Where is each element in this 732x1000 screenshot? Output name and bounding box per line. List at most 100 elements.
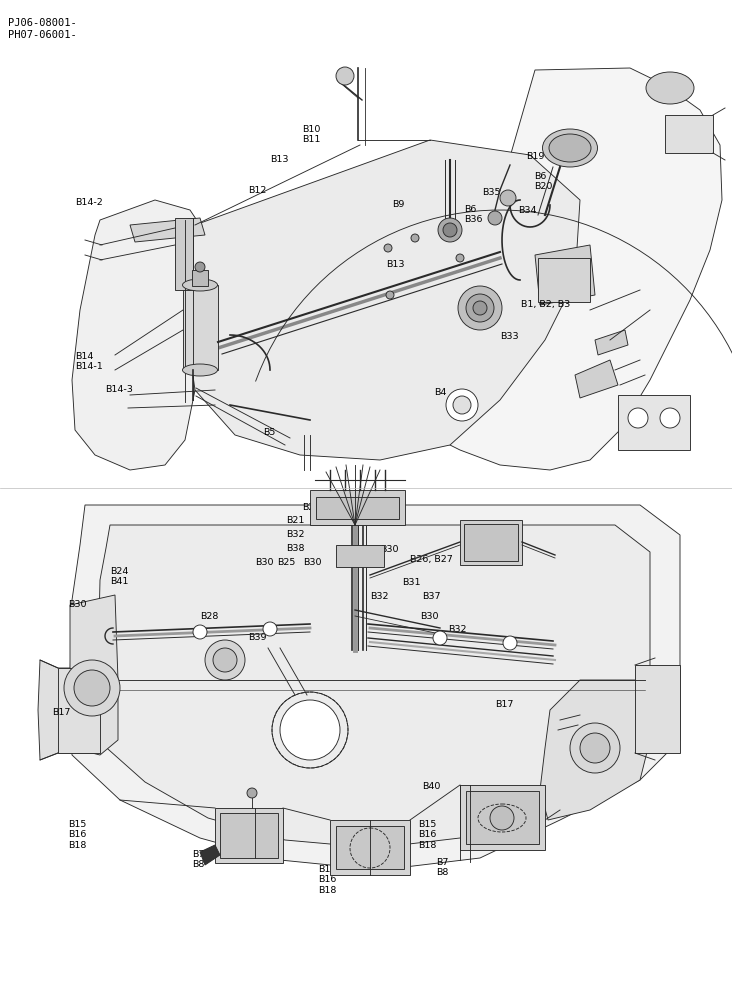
Polygon shape — [540, 680, 650, 820]
Bar — [215, 808, 283, 863]
Circle shape — [453, 396, 471, 414]
Text: B29: B29 — [336, 503, 354, 512]
Circle shape — [205, 640, 245, 680]
Text: B14-3: B14-3 — [105, 385, 133, 394]
Circle shape — [384, 244, 392, 252]
Circle shape — [500, 190, 516, 206]
Text: B30: B30 — [68, 600, 86, 609]
Bar — [665, 115, 713, 153]
Text: B25: B25 — [277, 558, 296, 567]
Polygon shape — [98, 525, 650, 848]
Circle shape — [488, 211, 502, 225]
Polygon shape — [200, 845, 220, 865]
Text: B35: B35 — [482, 188, 501, 197]
Circle shape — [433, 631, 447, 645]
Polygon shape — [430, 68, 722, 470]
Text: B7
B8: B7 B8 — [192, 850, 204, 869]
Text: B39: B39 — [248, 633, 266, 642]
Circle shape — [503, 636, 517, 650]
Polygon shape — [185, 140, 580, 460]
Polygon shape — [575, 360, 618, 398]
Bar — [220, 813, 278, 858]
Text: B37: B37 — [422, 592, 441, 601]
Circle shape — [458, 286, 502, 330]
Bar — [330, 820, 410, 875]
Text: B12: B12 — [248, 186, 266, 195]
Text: B23: B23 — [302, 503, 321, 512]
Text: B30: B30 — [420, 612, 438, 621]
Bar — [538, 258, 590, 302]
Text: B15
B16
B18: B15 B16 B18 — [68, 820, 86, 850]
Text: B24
B41: B24 B41 — [110, 567, 128, 586]
Circle shape — [580, 733, 610, 763]
Bar — [618, 395, 690, 450]
Text: B30: B30 — [303, 558, 321, 567]
Circle shape — [466, 294, 494, 322]
Circle shape — [660, 408, 680, 428]
Polygon shape — [72, 200, 215, 470]
Text: B7
B8: B7 B8 — [436, 858, 449, 877]
Circle shape — [263, 622, 277, 636]
Text: B21: B21 — [286, 516, 305, 525]
Polygon shape — [175, 218, 193, 290]
Circle shape — [438, 218, 462, 242]
Bar — [192, 270, 208, 286]
Circle shape — [490, 806, 514, 830]
Ellipse shape — [542, 129, 597, 167]
Circle shape — [336, 67, 354, 85]
Text: B14
B14-1: B14 B14-1 — [75, 352, 102, 371]
Circle shape — [443, 223, 457, 237]
Text: B15
B16
B18: B15 B16 B18 — [318, 865, 337, 895]
Text: B38: B38 — [286, 544, 305, 553]
Polygon shape — [70, 505, 680, 870]
Ellipse shape — [646, 72, 694, 104]
Bar — [460, 520, 522, 565]
Text: B30: B30 — [255, 558, 274, 567]
Polygon shape — [535, 245, 595, 305]
Circle shape — [64, 660, 120, 716]
Circle shape — [570, 723, 620, 773]
Text: B17: B17 — [52, 708, 70, 717]
Text: B32: B32 — [340, 558, 359, 567]
Text: B22: B22 — [319, 503, 337, 512]
Polygon shape — [595, 330, 628, 355]
Ellipse shape — [182, 279, 217, 291]
Text: B32: B32 — [370, 592, 389, 601]
Circle shape — [74, 670, 110, 706]
Text: B32: B32 — [448, 625, 466, 634]
Text: B6
B36: B6 B36 — [464, 205, 482, 224]
Circle shape — [195, 262, 205, 272]
Text: B40: B40 — [422, 782, 441, 791]
Text: B19: B19 — [526, 152, 545, 161]
Bar — [310, 490, 405, 525]
Bar — [460, 785, 545, 850]
Circle shape — [411, 234, 419, 242]
Bar — [464, 524, 518, 561]
Text: B4: B4 — [434, 388, 447, 397]
Text: B15
B16
B18: B15 B16 B18 — [418, 820, 436, 850]
Bar — [58, 668, 100, 753]
Text: PJ06-08001-
PH07-06001-: PJ06-08001- PH07-06001- — [8, 18, 77, 40]
Polygon shape — [38, 660, 100, 760]
Text: B5: B5 — [263, 428, 275, 437]
Text: B6
B20: B6 B20 — [534, 172, 553, 191]
Circle shape — [247, 788, 257, 798]
Text: B10
B11: B10 B11 — [302, 125, 321, 144]
Text: B33: B33 — [500, 332, 519, 341]
Circle shape — [386, 291, 394, 299]
Bar — [466, 791, 539, 844]
Ellipse shape — [182, 364, 217, 376]
Text: B13: B13 — [386, 260, 405, 269]
Ellipse shape — [549, 134, 591, 162]
Text: B31: B31 — [402, 578, 420, 587]
Polygon shape — [70, 595, 118, 755]
Text: B26, B27: B26, B27 — [410, 555, 453, 564]
Circle shape — [628, 408, 648, 428]
Text: B34: B34 — [518, 206, 537, 215]
Text: B30: B30 — [380, 545, 398, 554]
Polygon shape — [130, 218, 205, 242]
Bar — [336, 545, 384, 567]
Text: B28: B28 — [200, 612, 218, 621]
Text: B14-2: B14-2 — [75, 198, 102, 207]
Text: B9: B9 — [392, 200, 404, 209]
